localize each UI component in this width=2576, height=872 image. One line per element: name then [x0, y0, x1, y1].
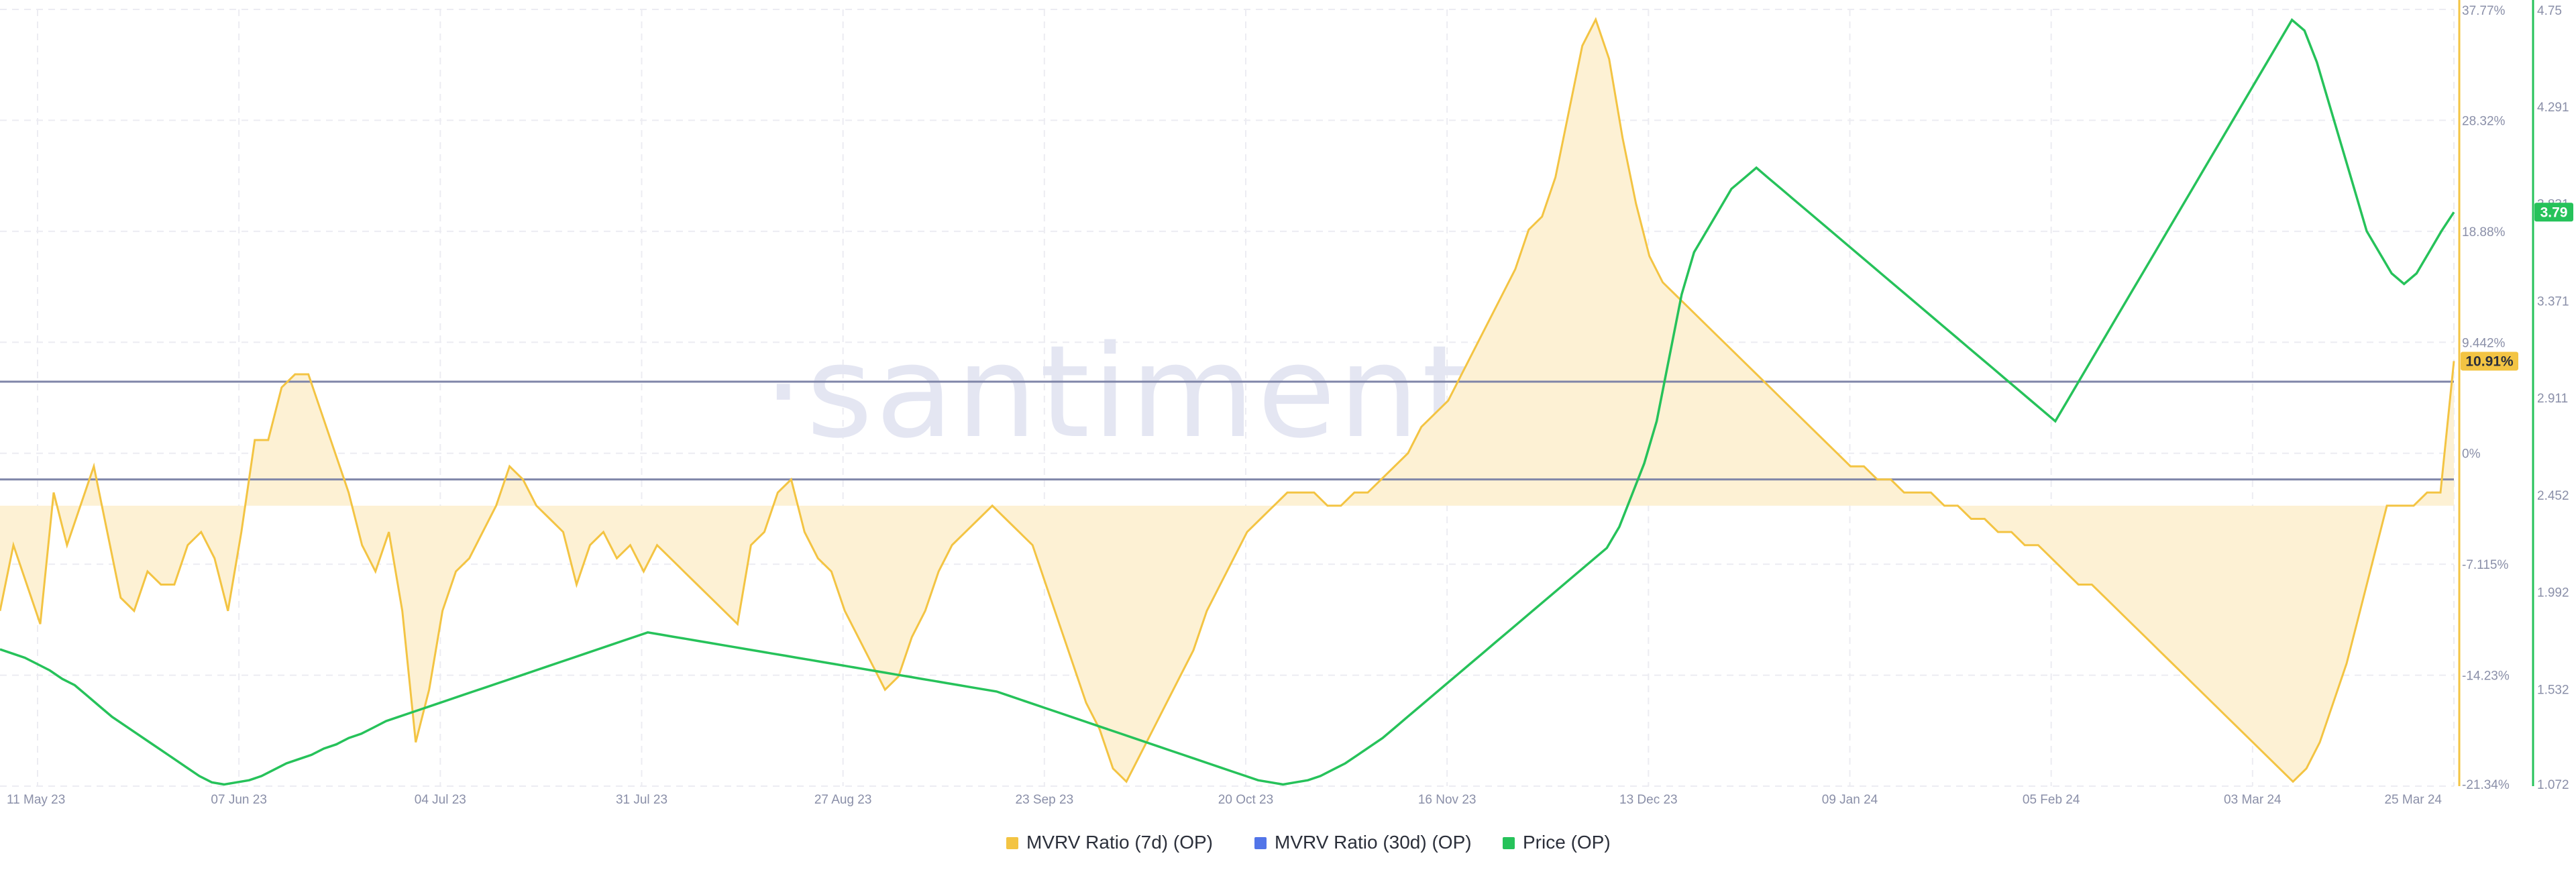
x-tick-label: 11 May 23 — [7, 793, 65, 807]
price-tick-label: 2.911 — [2537, 392, 2568, 406]
mvrv-tick-label: 0% — [2462, 447, 2481, 461]
price-tick-label: 3.371 — [2537, 294, 2569, 309]
x-tick-label: 25 Mar 24 — [2384, 793, 2442, 807]
mvrv-7d-line — [0, 17, 2455, 783]
x-tick-label: 20 Oct 23 — [1218, 793, 1273, 807]
mvrv-tick-label: -14.23% — [2462, 669, 2510, 684]
mvrv-tick-label: -7.115% — [2462, 558, 2508, 572]
reference-lines — [0, 380, 2454, 481]
legend-label: Price (OP) — [1523, 832, 1611, 853]
price-line — [0, 18, 2455, 786]
legend-swatch — [1006, 837, 1018, 849]
x-tick-label: 07 Jun 23 — [211, 793, 266, 807]
legend[interactable]: MVRV Ratio (7d) (OP) MVRV Ratio (30d) (OP… — [1006, 832, 1611, 853]
x-tick-label: 31 Jul 23 — [616, 793, 667, 807]
mvrv-axis-ticks: 37.77% 28.32% 18.88% 9.442% 0% -7.115% -14.23%… — [2462, 4, 2510, 792]
legend-swatch — [1254, 837, 1267, 849]
price-tick-label: 1.532 — [2537, 683, 2569, 697]
mvrv-tag-label: 10.91% — [2465, 353, 2514, 369]
legend-swatch — [1503, 837, 1515, 849]
x-tick-label: 13 Dec 23 — [1619, 793, 1678, 807]
mvrv-tag-bg — [2461, 351, 2518, 371]
mvrv-tick-label: 18.88% — [2462, 225, 2506, 239]
mvrv-tick-label: 37.77% — [2462, 4, 2506, 18]
mvrv-last-value-tag: 10.91% — [2461, 351, 2518, 371]
legend-label: MVRV Ratio (30d) (OP) — [1275, 832, 1472, 853]
price-tick-label: 1.992 — [2537, 586, 2569, 600]
x-tick-label: 05 Feb 24 — [2023, 793, 2080, 807]
mvrv-tick-label: 9.442% — [2462, 336, 2506, 350]
santiment-watermark: ·santiment· — [763, 318, 1518, 466]
x-tick-label: 09 Jan 24 — [1822, 793, 1878, 807]
legend-label: MVRV Ratio (7d) (OP) — [1026, 832, 1213, 853]
x-tick-label: 16 Nov 23 — [1418, 793, 1477, 807]
price-tick-label: 1.072 — [2537, 778, 2569, 792]
x-axis-ticks: 11 May 23 07 Jun 23 04 Jul 23 31 Jul 23 27 A… — [7, 793, 2442, 807]
x-tick-label: 23 Sep 23 — [1016, 793, 1074, 807]
x-tick-label: 04 Jul 23 — [415, 793, 466, 807]
mvrv-tick-label: -21.34% — [2462, 778, 2510, 792]
price-tick-label: 4.75 — [2537, 4, 2562, 18]
price-tick-label: 4.291 — [2537, 101, 2569, 115]
price-axis-ticks: 4.754.2913.8313.3712.9112.4521.9921.5321… — [2537, 4, 2569, 792]
mvrv-tick-label: 28.32% — [2462, 114, 2506, 128]
x-tick-label: 03 Mar 24 — [2224, 793, 2282, 807]
price-last-value-tag: 3.79 — [2534, 203, 2573, 222]
price-tick-label: 2.452 — [2537, 489, 2569, 503]
price-tag-label: 3.79 — [2540, 205, 2568, 220]
horizontal-gridlines — [0, 9, 2454, 787]
price-tag-bg — [2534, 203, 2573, 222]
x-tick-label: 27 Aug 23 — [814, 793, 872, 807]
